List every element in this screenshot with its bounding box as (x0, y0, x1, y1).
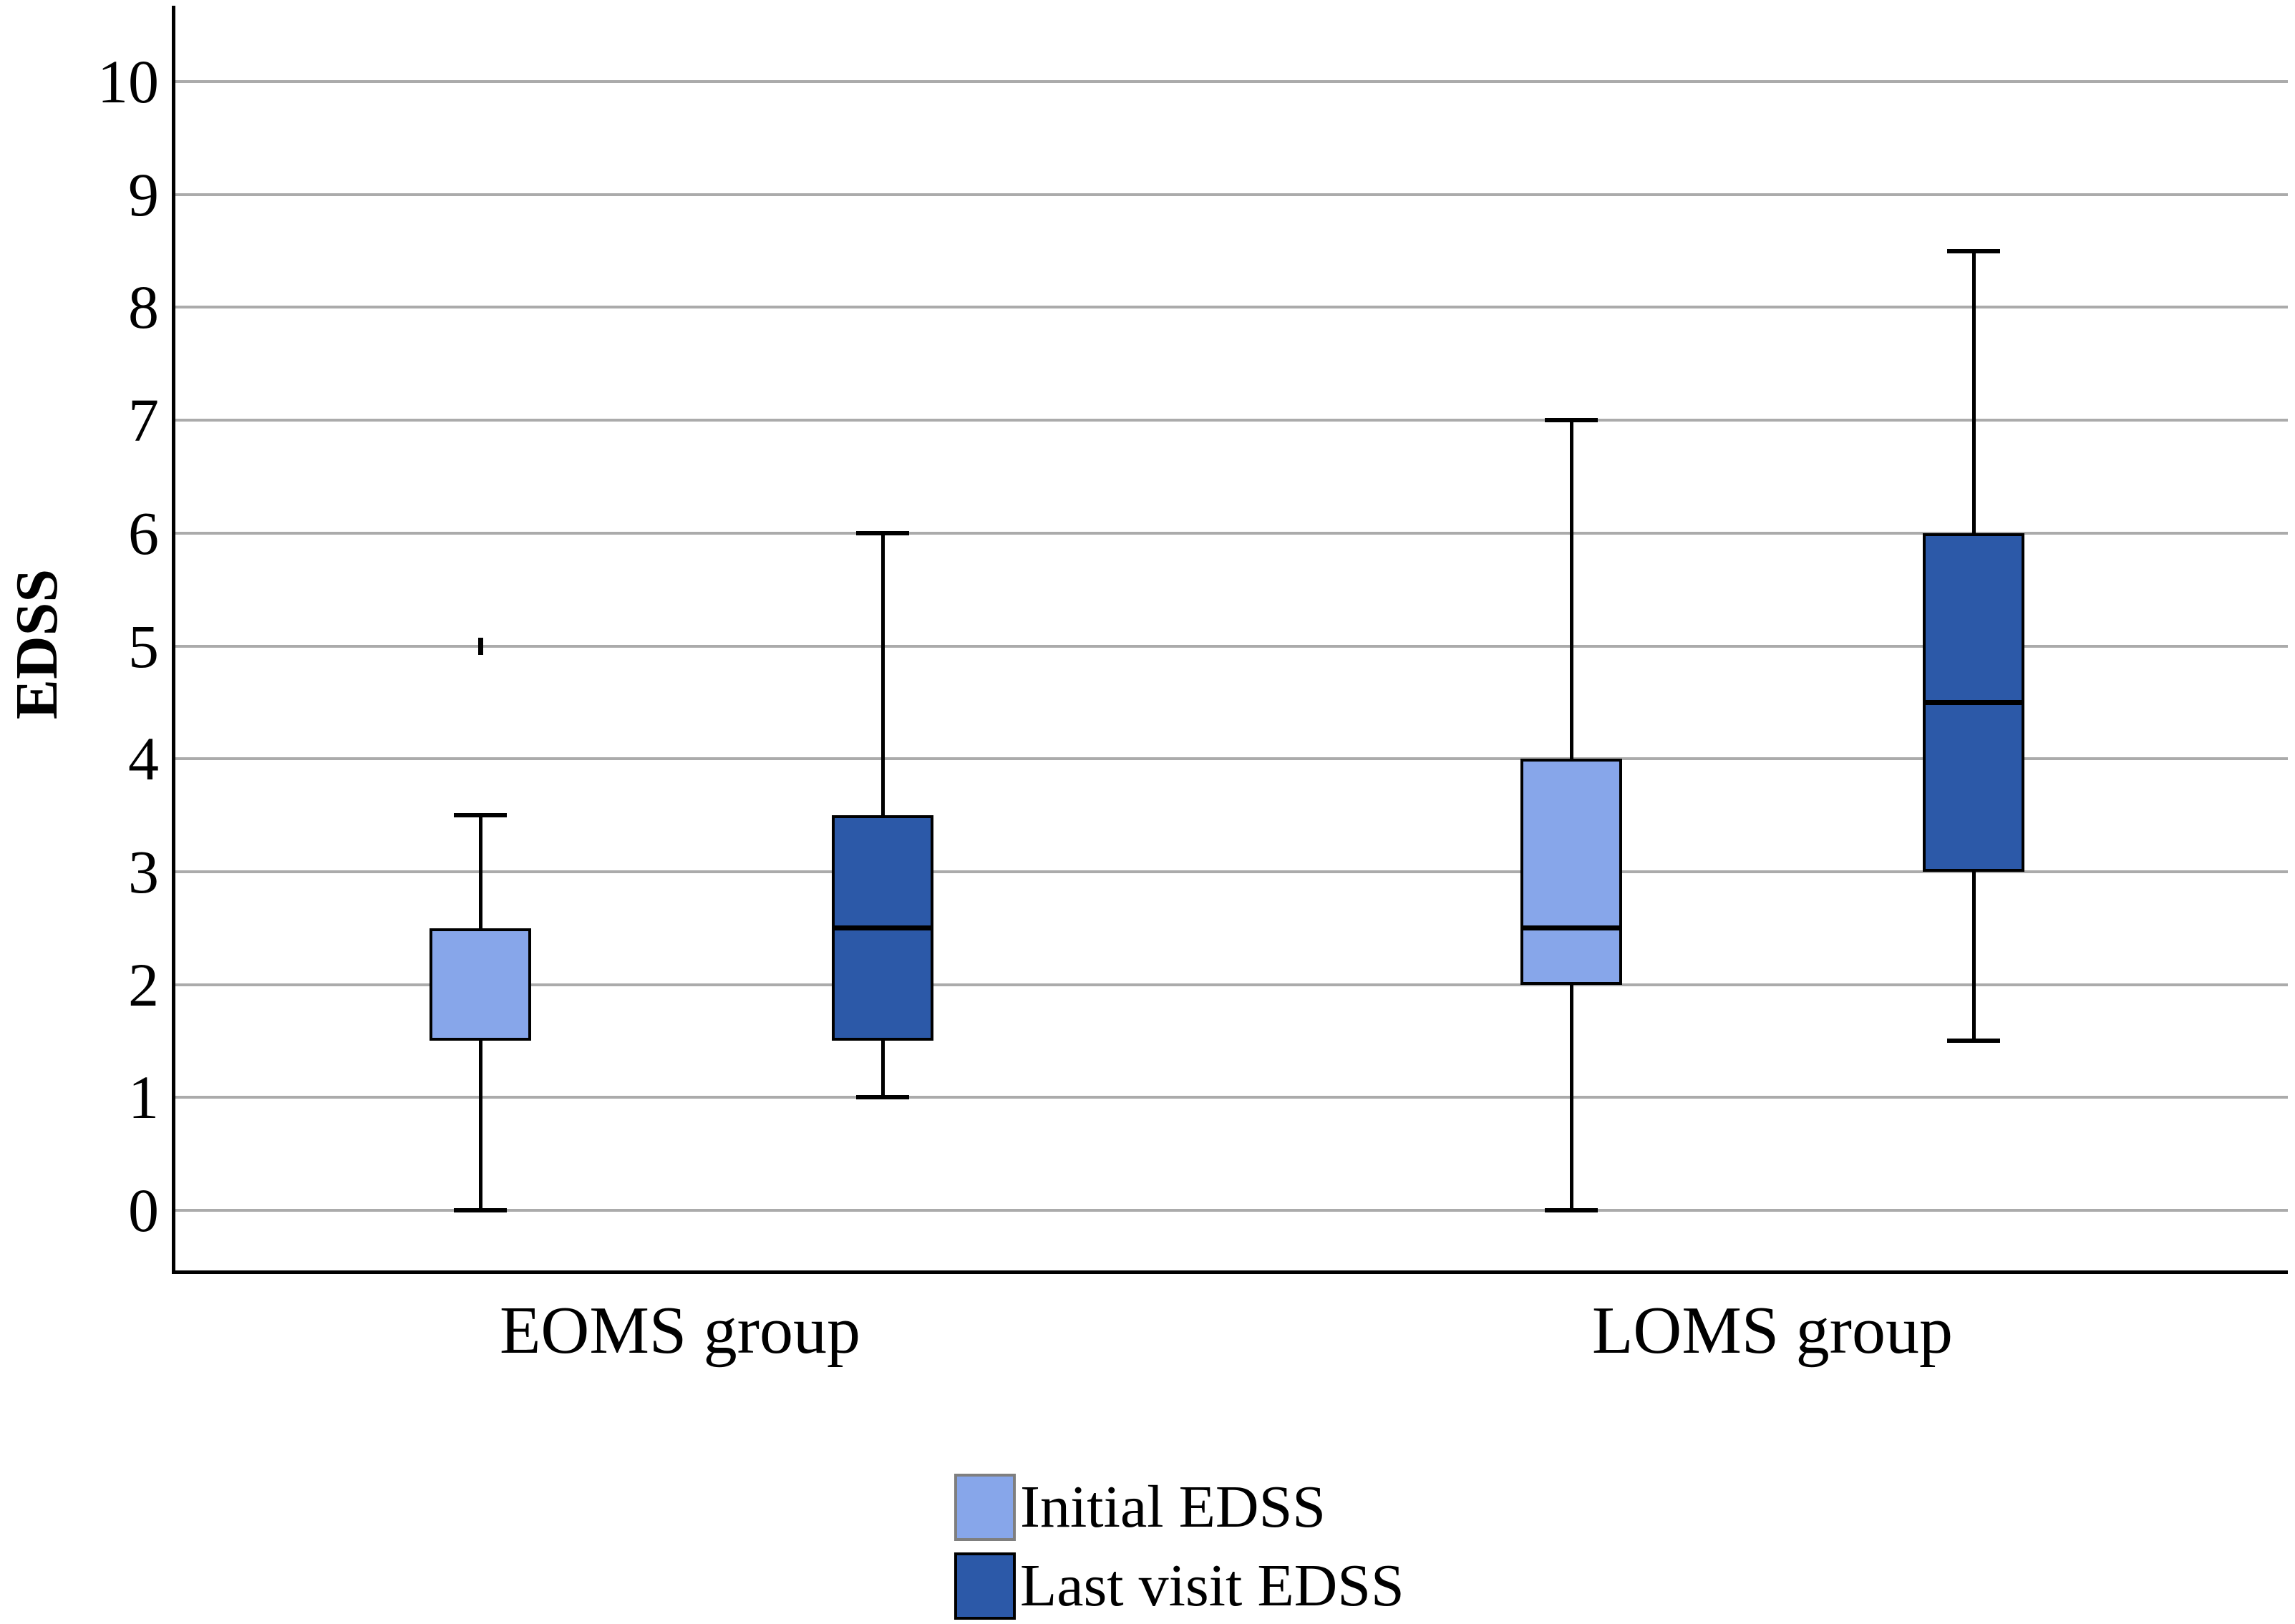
gridline-3 (175, 870, 2288, 873)
legend-swatch-initial-edss (954, 1474, 1016, 1541)
whisker-cap-lower-initial-edss-eoms-group (454, 1208, 507, 1212)
legend-item-last-visit-edss: Last visit EDSS (954, 1550, 1404, 1622)
gridline-9 (175, 193, 2288, 196)
legend-label-last-visit-edss: Last visit EDSS (1020, 1552, 1404, 1619)
y-tick-label-0: 0 (128, 1176, 159, 1245)
y-tick-label-7: 7 (128, 386, 159, 455)
x-label-eoms-group: EOMS group (500, 1293, 860, 1368)
y-tick-label-9: 9 (128, 160, 159, 229)
whisker-upper-last-visit-edss-eoms-group (880, 533, 885, 816)
whisker-cap-upper-initial-edss-loms-group (1545, 418, 1598, 423)
gridline-8 (175, 306, 2288, 309)
gridline-10 (175, 80, 2288, 83)
whisker-cap-upper-last-visit-edss-loms-group (1947, 248, 2000, 253)
gridline-0 (175, 1209, 2288, 1212)
gridline-2 (175, 983, 2288, 986)
y-axis-line (172, 6, 175, 1274)
whisker-lower-initial-edss-loms-group (1569, 984, 1573, 1210)
whisker-cap-lower-initial-edss-loms-group (1545, 1208, 1598, 1212)
whisker-cap-upper-last-visit-edss-eoms-group (856, 530, 909, 535)
whisker-upper-initial-edss-eoms-group (478, 815, 482, 928)
y-axis-title: EDSS (4, 568, 70, 720)
whisker-lower-last-visit-edss-eoms-group (880, 1041, 885, 1098)
gridline-5 (175, 644, 2288, 648)
whisker-lower-initial-edss-eoms-group (478, 1041, 482, 1210)
whisker-lower-last-visit-edss-loms-group (1971, 871, 1976, 1041)
legend-label-initial-edss: Initial EDSS (1020, 1474, 1326, 1540)
whisker-upper-last-visit-edss-loms-group (1971, 251, 1976, 533)
legend-swatch-last-visit-edss (954, 1552, 1016, 1620)
whisker-cap-upper-initial-edss-eoms-group (454, 813, 507, 818)
gridline-1 (175, 1096, 2288, 1099)
x-label-loms-group: LOMS group (1592, 1293, 1953, 1368)
outlier-initial-edss-eoms-group-5 (477, 637, 483, 655)
gridline-6 (175, 531, 2288, 535)
box-initial-edss-eoms-group (430, 928, 531, 1041)
x-axis-line (172, 1270, 2288, 1274)
y-tick-label-4: 4 (128, 724, 159, 794)
y-tick-label-6: 6 (128, 498, 159, 568)
gridline-4 (175, 757, 2288, 761)
median-last-visit-edss-eoms-group (832, 925, 933, 931)
y-tick-label-5: 5 (128, 611, 159, 681)
whisker-cap-lower-last-visit-edss-eoms-group (856, 1095, 909, 1100)
legend: Initial EDSS Last visit EDSS (954, 1472, 1404, 1622)
gridline-7 (175, 419, 2288, 422)
legend-item-initial-edss: Initial EDSS (954, 1472, 1404, 1543)
median-initial-edss-loms-group (1520, 925, 1622, 931)
whisker-cap-lower-last-visit-edss-loms-group (1947, 1039, 2000, 1044)
y-tick-label-2: 2 (128, 950, 159, 1019)
y-tick-label-8: 8 (128, 273, 159, 342)
whisker-upper-initial-edss-loms-group (1569, 420, 1573, 759)
box-initial-edss-loms-group (1520, 759, 1622, 985)
y-tick-label-1: 1 (128, 1063, 159, 1132)
y-tick-label-10: 10 (97, 47, 159, 116)
y-tick-label-3: 3 (128, 837, 159, 906)
median-last-visit-edss-loms-group (1923, 699, 2024, 705)
